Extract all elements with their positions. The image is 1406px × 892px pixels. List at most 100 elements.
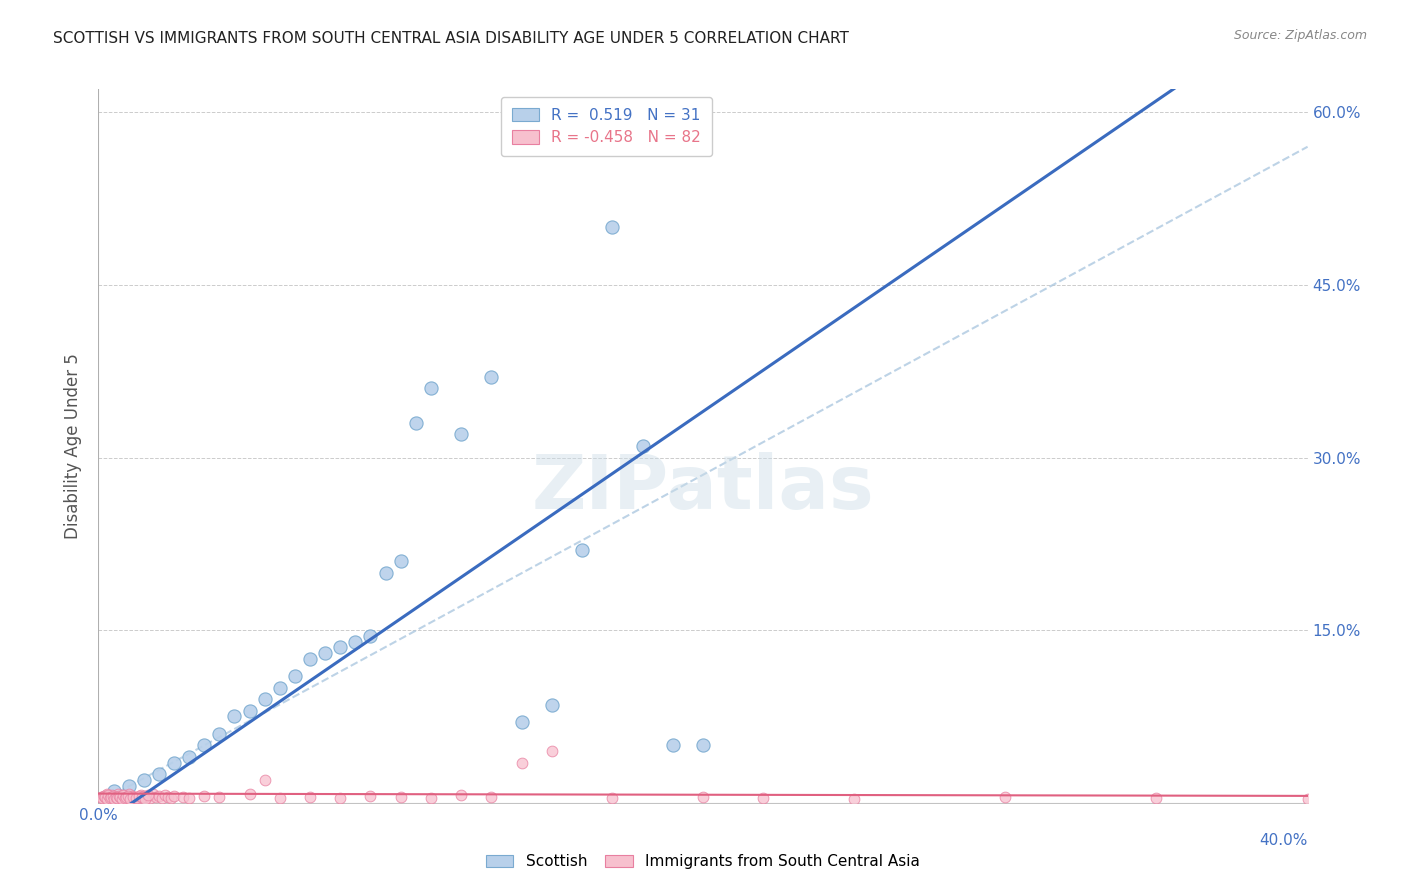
- Point: [125, 791, 148, 805]
- Point: [117, 789, 139, 803]
- Point: [114, 790, 136, 805]
- Point: [153, 788, 176, 802]
- Point: [540, 744, 562, 758]
- Point: [253, 772, 276, 787]
- Point: [100, 791, 122, 805]
- Point: [844, 792, 866, 806]
- Point: [136, 788, 159, 802]
- Point: [114, 791, 136, 805]
- Point: [360, 789, 382, 803]
- Point: [91, 791, 114, 805]
- Point: [101, 788, 124, 802]
- Point: [100, 790, 122, 805]
- Point: [239, 787, 262, 801]
- Point: [224, 709, 246, 723]
- Point: [602, 791, 624, 805]
- Point: [510, 756, 533, 770]
- Point: [94, 792, 117, 806]
- Point: [1146, 791, 1168, 805]
- Point: [148, 789, 170, 803]
- Point: [374, 566, 396, 580]
- Point: [631, 439, 654, 453]
- Point: [107, 787, 129, 801]
- Point: [510, 715, 533, 730]
- Point: [172, 790, 194, 805]
- Point: [129, 788, 152, 802]
- Point: [389, 554, 412, 568]
- Point: [208, 727, 231, 741]
- Point: [661, 738, 683, 752]
- Point: [98, 791, 121, 805]
- Point: [269, 681, 291, 695]
- Point: [208, 790, 231, 805]
- Point: [97, 788, 120, 802]
- Point: [193, 789, 215, 803]
- Legend: R =  0.519   N = 31, R = -0.458   N = 82: R = 0.519 N = 31, R = -0.458 N = 82: [501, 97, 711, 156]
- Point: [156, 790, 179, 805]
- Point: [108, 790, 131, 805]
- Point: [253, 692, 276, 706]
- Point: [692, 738, 714, 752]
- Point: [142, 787, 165, 801]
- Point: [150, 791, 173, 805]
- Text: SCOTTISH VS IMMIGRANTS FROM SOUTH CENTRAL ASIA DISABILITY AGE UNDER 5 CORRELATIO: SCOTTISH VS IMMIGRANTS FROM SOUTH CENTRA…: [53, 31, 849, 46]
- Point: [124, 790, 146, 805]
- Point: [163, 756, 186, 770]
- Point: [93, 789, 115, 803]
- Point: [284, 669, 307, 683]
- Point: [118, 779, 141, 793]
- Point: [132, 772, 155, 787]
- Point: [108, 790, 131, 805]
- Point: [571, 542, 593, 557]
- Point: [1296, 792, 1319, 806]
- Point: [112, 788, 135, 802]
- Point: [193, 738, 215, 752]
- Point: [134, 792, 156, 806]
- Point: [139, 791, 162, 805]
- Point: [111, 792, 134, 806]
- Legend: Scottish, Immigrants from South Central Asia: Scottish, Immigrants from South Central …: [479, 848, 927, 875]
- Point: [994, 790, 1017, 805]
- Point: [269, 791, 291, 805]
- Point: [450, 427, 472, 442]
- Point: [131, 790, 153, 805]
- Point: [344, 634, 367, 648]
- Point: [360, 629, 382, 643]
- Point: [692, 790, 714, 805]
- Point: [329, 640, 352, 655]
- Point: [160, 791, 183, 805]
- Point: [93, 789, 115, 803]
- Point: [127, 791, 149, 805]
- Point: [420, 791, 443, 805]
- Point: [94, 790, 117, 805]
- Point: [103, 789, 125, 803]
- Point: [239, 704, 262, 718]
- Point: [389, 790, 412, 805]
- Point: [108, 789, 131, 803]
- Point: [101, 789, 124, 803]
- Point: [481, 370, 503, 384]
- Point: [96, 787, 118, 801]
- Point: [96, 792, 118, 806]
- Text: 40.0%: 40.0%: [1260, 833, 1308, 848]
- Point: [112, 788, 135, 802]
- Point: [111, 791, 134, 805]
- Point: [299, 790, 322, 805]
- Point: [128, 789, 150, 803]
- Point: [132, 789, 155, 803]
- Point: [179, 791, 201, 805]
- Point: [540, 698, 562, 712]
- Point: [115, 792, 138, 806]
- Point: [104, 790, 127, 805]
- Point: [135, 790, 157, 805]
- Text: ZIPatlas: ZIPatlas: [531, 452, 875, 525]
- Point: [602, 220, 624, 235]
- Point: [90, 790, 112, 805]
- Point: [115, 790, 138, 805]
- Point: [148, 767, 170, 781]
- Point: [103, 792, 125, 806]
- Text: Source: ZipAtlas.com: Source: ZipAtlas.com: [1233, 29, 1367, 42]
- Y-axis label: Disability Age Under 5: Disability Age Under 5: [63, 353, 82, 539]
- Point: [405, 416, 427, 430]
- Point: [91, 791, 114, 805]
